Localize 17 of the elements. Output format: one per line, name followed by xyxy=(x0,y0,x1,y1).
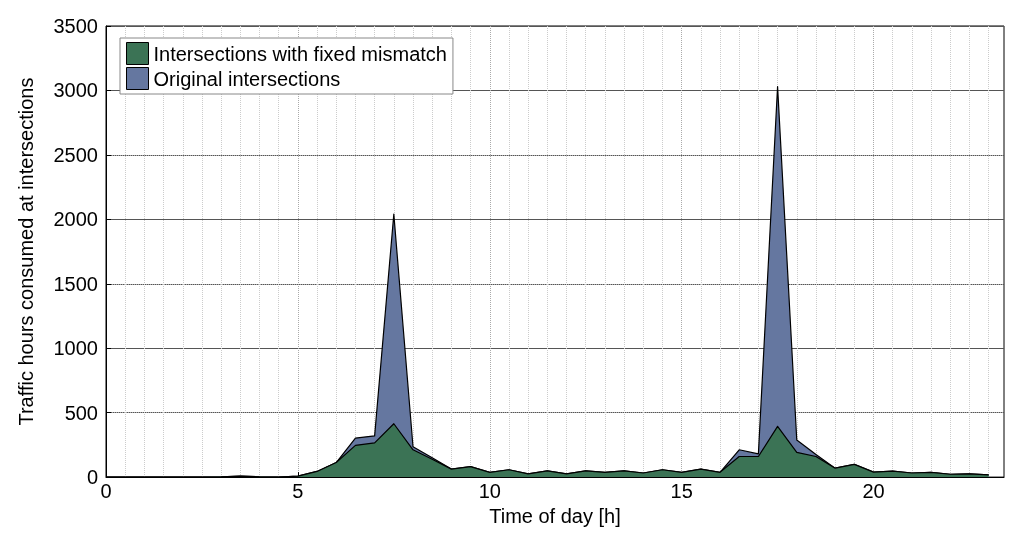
legend-label: Intersections with fixed mismatch xyxy=(153,42,447,65)
x-tick-label: 5 xyxy=(292,480,304,503)
x-tick-label: 20 xyxy=(862,480,885,503)
y-tick-label: 1500 xyxy=(53,272,98,295)
y-tick-label: 2000 xyxy=(53,208,98,231)
y-tick-label: 0 xyxy=(86,466,98,489)
y-tick-label: 1000 xyxy=(53,337,98,360)
y-tick-label: 500 xyxy=(64,401,98,424)
legend-label: Original intersections xyxy=(153,67,341,90)
y-tick-label: 3000 xyxy=(53,79,98,102)
y-tick-label: 2500 xyxy=(53,143,98,166)
x-axis-title: Time of day [h] xyxy=(489,505,621,527)
y-tick-label: 3500 xyxy=(53,15,98,37)
x-tick-label: 15 xyxy=(670,480,693,503)
y-axis-title: Traffic hours consumed at intersections xyxy=(15,77,37,426)
x-tick-label: 10 xyxy=(478,480,501,503)
x-tick-label: 0 xyxy=(100,480,112,503)
